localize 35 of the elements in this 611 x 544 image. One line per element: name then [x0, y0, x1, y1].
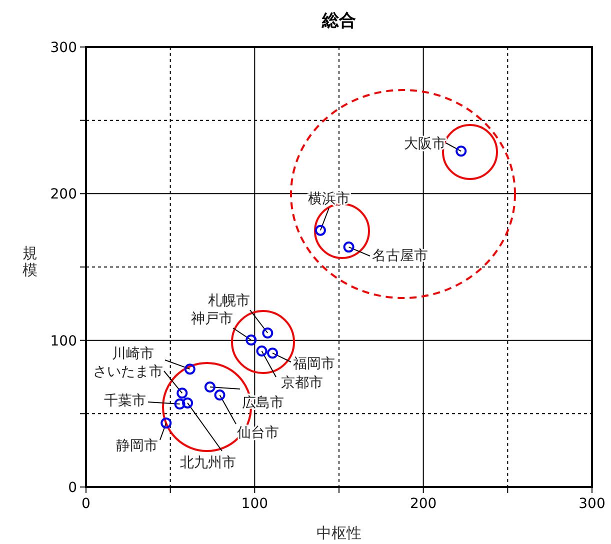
point: [214, 390, 226, 401]
point: [343, 242, 354, 253]
annotation: 横浜市: [308, 191, 350, 207]
annotation: 北九州市: [180, 455, 236, 471]
point: [176, 388, 188, 399]
point: [314, 224, 326, 236]
point: [256, 346, 268, 357]
chart-title: 総合: [321, 11, 356, 31]
y-tick-label: 0: [68, 480, 77, 496]
annotation: 札幌市: [208, 293, 250, 309]
annotation: 川崎市: [112, 346, 154, 362]
y-tick-label: 200: [50, 186, 77, 203]
point: [184, 364, 196, 375]
point: [456, 146, 467, 157]
x-tick-label: 300: [578, 496, 606, 512]
point: [246, 334, 257, 346]
annotation: 千葉市: [104, 393, 146, 409]
point: [160, 418, 172, 429]
annotation: 静岡市: [116, 438, 158, 454]
point: [262, 328, 274, 338]
point: [182, 397, 194, 408]
x-tick-label: 0: [82, 496, 90, 512]
point: [267, 348, 278, 359]
y-tick-label: 100: [50, 333, 77, 350]
annotation: 神戸市: [191, 311, 233, 327]
x-axis-title: 中枢性: [316, 524, 362, 542]
x-tick-label: 100: [241, 496, 268, 512]
point: [204, 381, 216, 392]
annotation: 福岡市: [293, 356, 335, 372]
y-axis-title: 規模: [22, 244, 38, 279]
annotation: 京都市: [281, 375, 323, 391]
point: [174, 398, 186, 410]
x-tick-label: 200: [410, 496, 437, 512]
annotation: さいたま市: [93, 364, 163, 380]
y-tick-label: 300: [50, 40, 77, 56]
